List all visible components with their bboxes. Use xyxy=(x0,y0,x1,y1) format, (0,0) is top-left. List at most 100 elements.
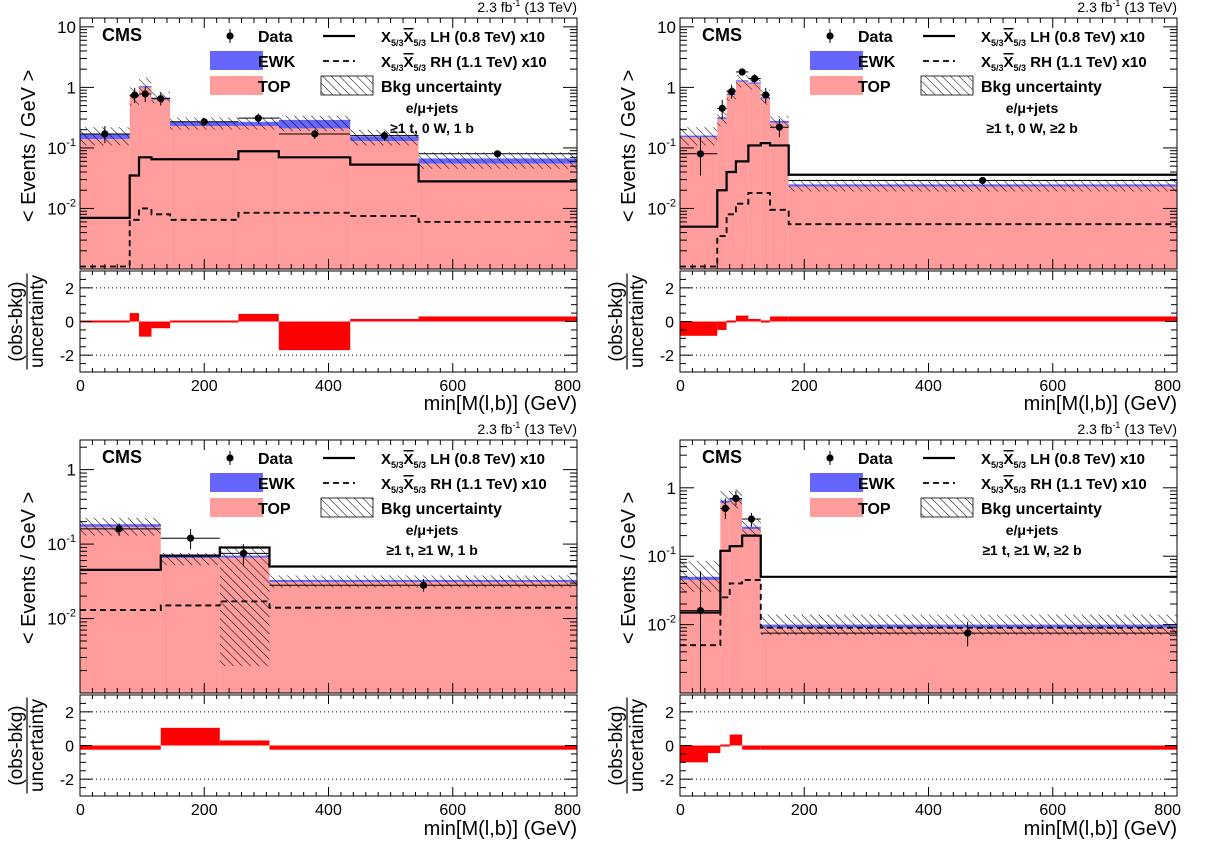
signal-symbol-bar-sub: 5/3 xyxy=(414,38,427,48)
signal-lh-line xyxy=(80,546,577,572)
legend-lh-label: LH (0.8 TeV) x10 xyxy=(1030,451,1145,468)
y-tick-base: 10 xyxy=(647,139,666,158)
signal-symbol-xbar: X xyxy=(1004,54,1014,71)
y-tick-label: 1 xyxy=(67,461,76,480)
x-tick-label: 600 xyxy=(439,802,466,819)
data-point-2 xyxy=(239,549,247,557)
legend-top-swatch xyxy=(810,76,863,95)
ratio-bar-5 xyxy=(760,320,771,323)
x-tick-label: 800 xyxy=(554,802,581,819)
ratio-bar-2 xyxy=(726,320,736,323)
legend-data-marker xyxy=(826,454,834,462)
y-tick-exp: -1 xyxy=(666,545,676,557)
data-point-0 xyxy=(696,607,705,615)
ratio-bar-1 xyxy=(160,727,220,746)
signal-symbol-xbar: X xyxy=(404,54,414,71)
y-tick-label: 10-1 xyxy=(47,533,76,554)
y-tick-label: 1 xyxy=(667,479,676,498)
data-point-0 xyxy=(696,150,705,158)
main-plot-area xyxy=(680,489,1177,693)
legend-ewk-swatch xyxy=(210,473,263,492)
data-point-0 xyxy=(101,130,109,138)
main-plot-area xyxy=(80,517,577,693)
x-tick-label: 400 xyxy=(915,378,942,395)
lumi-energy: (13 TeV) xyxy=(520,421,577,437)
ratio-bar-1 xyxy=(129,313,140,322)
ratio-plot: -2 0 2 xyxy=(660,694,1178,797)
data-point-5 xyxy=(254,114,262,122)
data-point-0 xyxy=(115,525,123,533)
signal-rh-line xyxy=(80,207,577,268)
top-bar-3 xyxy=(735,81,749,269)
data-point-1 xyxy=(186,534,195,542)
ratio-bar-2 xyxy=(720,744,730,747)
y-axis-label: < Events / GeV > xyxy=(18,492,40,644)
ratio-bar-8 xyxy=(418,316,577,322)
ratio-bar-4 xyxy=(748,318,761,322)
ratio-label-top: (obs-bkg) xyxy=(6,705,27,785)
x-axis-label: min[M(l,b)] (GeV) xyxy=(424,818,577,840)
y-axis-label: < Events / GeV > xyxy=(618,492,640,644)
x-tick-label: 800 xyxy=(1154,378,1181,395)
signal-symbol-bar-sub: 5/3 xyxy=(414,63,427,73)
top-bar-8 xyxy=(418,163,577,269)
x-tick-label: 0 xyxy=(676,802,685,819)
lumi-exponent: -1 xyxy=(1112,420,1120,430)
signal-rh-line xyxy=(680,192,1177,268)
ratio-bar-3 xyxy=(729,734,743,746)
data-point-3 xyxy=(738,68,746,76)
ratio-bar-4 xyxy=(170,320,239,323)
y-tick-base: 10 xyxy=(47,199,66,218)
legend-top-label: TOP xyxy=(858,79,891,96)
legend-top-swatch xyxy=(210,498,263,517)
lumi-value: 2.3 fb xyxy=(477,421,512,437)
top-bar-3 xyxy=(269,581,577,693)
ratio-bar-7 xyxy=(350,318,419,322)
y-tick-exp: -2 xyxy=(666,614,676,626)
y-axis-label: < Events / GeV > xyxy=(18,70,40,222)
x-tick-label: 200 xyxy=(191,378,218,395)
data-point-1 xyxy=(718,104,726,112)
legend-ewk-label: EWK xyxy=(858,54,896,71)
main-plot-area xyxy=(80,77,577,269)
ratio-bar-5 xyxy=(760,745,1177,750)
data-point-4 xyxy=(750,74,759,83)
ratio-plot: -2 0 2 xyxy=(660,270,1178,373)
legend-unc-label: Bkg uncertainty xyxy=(381,79,502,96)
ratio-label-bottom: uncertainty xyxy=(27,275,48,368)
lumi-exponent: -1 xyxy=(512,0,520,8)
legend-rh-label: RH (1.1 TeV) x10 xyxy=(1030,54,1146,71)
signal-symbol-sub: 5/3 xyxy=(991,63,1004,73)
legend-unc-swatch xyxy=(320,75,374,96)
y-tick-base: 10 xyxy=(57,18,76,37)
signal-rh-line xyxy=(80,600,577,611)
ratio-bar-0 xyxy=(680,321,718,336)
legend-data-marker xyxy=(226,32,234,40)
y-tick-exp: -2 xyxy=(66,608,76,620)
signal-symbol-x: X xyxy=(381,451,391,468)
lumi-label: 2.3 fb-1 (13 TeV) xyxy=(1077,0,1177,15)
x-tick-label: 200 xyxy=(791,378,818,395)
ratio-tick-label: 2 xyxy=(65,705,74,722)
data-point-6 xyxy=(311,130,319,138)
data-point-4 xyxy=(200,118,208,126)
legend-unc-label: Bkg uncertainty xyxy=(381,501,502,518)
region-line-1: e/μ+jets xyxy=(1006,100,1059,116)
top-bar-3 xyxy=(742,528,761,693)
top-bar-5 xyxy=(238,126,279,269)
top-bar-1 xyxy=(717,119,727,269)
top-bar-2 xyxy=(726,94,736,269)
ratio-tick-label: -2 xyxy=(60,348,74,365)
ratio-bar-1 xyxy=(707,745,721,754)
region-line-2: ≥1 t, ≥1 W, ≥2 b xyxy=(982,542,1081,558)
legend-top-label: TOP xyxy=(258,79,291,96)
legend-lh-label: LH (0.8 TeV) x10 xyxy=(430,29,545,46)
data-point-6 xyxy=(775,123,784,131)
y-tick-label: 10-2 xyxy=(47,608,76,629)
main-plot-area xyxy=(680,68,1177,269)
signal-symbol-x: X xyxy=(981,54,991,71)
y-tick-base: 1 xyxy=(67,78,76,97)
